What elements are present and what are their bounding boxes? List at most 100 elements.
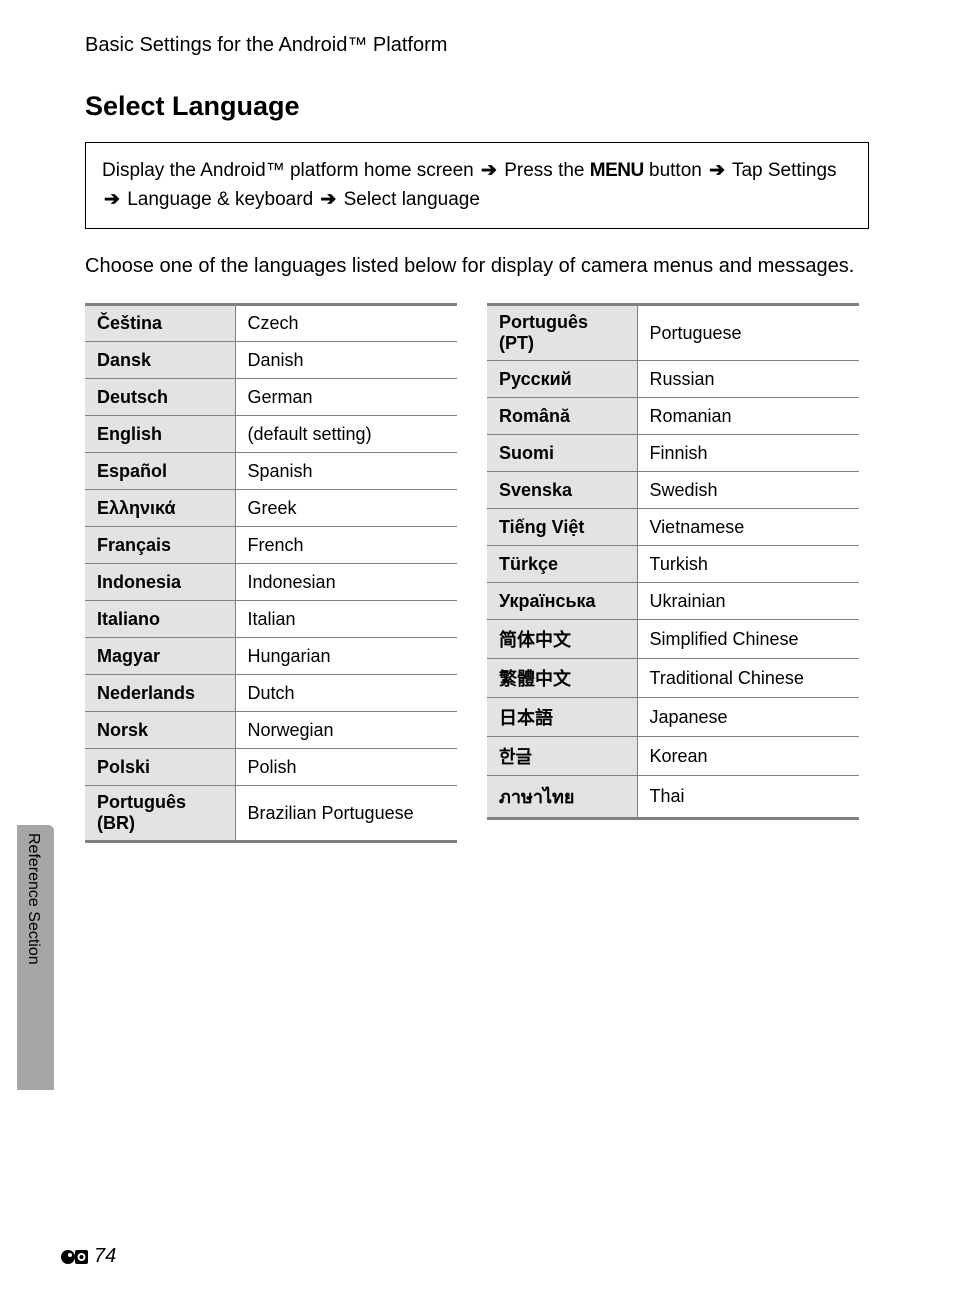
language-english: (default setting)	[235, 416, 457, 453]
table-row: Tiếng ViệtVietnamese	[487, 509, 859, 546]
language-english: Romanian	[637, 398, 859, 435]
table-row: ČeštinaCzech	[85, 305, 457, 342]
table-row: EspañolSpanish	[85, 453, 457, 490]
table-row: DanskDanish	[85, 342, 457, 379]
language-native: English	[85, 416, 235, 453]
table-row: РусскийRussian	[487, 361, 859, 398]
language-native: Nederlands	[85, 675, 235, 712]
table-row: English(default setting)	[85, 416, 457, 453]
language-english: Thai	[637, 776, 859, 819]
language-native: Română	[487, 398, 637, 435]
language-english: Norwegian	[235, 712, 457, 749]
section-tab-label: Reference Section	[24, 833, 42, 858]
table-row: NorskNorwegian	[85, 712, 457, 749]
language-english: Spanish	[235, 453, 457, 490]
instruction-box: Display the Android™ platform home scree…	[85, 142, 869, 229]
breadcrumb: Basic Settings for the Android™ Platform	[85, 34, 869, 57]
table-row: NederlandsDutch	[85, 675, 457, 712]
language-native: 繁體中文	[487, 659, 637, 698]
language-english: Ukrainian	[637, 583, 859, 620]
table-row: TürkçeTurkish	[487, 546, 859, 583]
language-english: Dutch	[235, 675, 457, 712]
table-row: IndonesiaIndonesian	[85, 564, 457, 601]
table-row: ItalianoItalian	[85, 601, 457, 638]
table-row: 繁體中文Traditional Chinese	[487, 659, 859, 698]
language-native: Dansk	[85, 342, 235, 379]
language-native: 日本語	[487, 698, 637, 737]
language-native: Español	[85, 453, 235, 490]
table-row: PolskiPolish	[85, 749, 457, 786]
language-table-right: Português (PT)PortugueseРусскийRussianRo…	[487, 303, 859, 820]
language-native: Deutsch	[85, 379, 235, 416]
language-native: Українська	[487, 583, 637, 620]
language-native: Português (PT)	[487, 305, 637, 361]
language-english: Vietnamese	[637, 509, 859, 546]
arrow-icon: ➔	[318, 189, 338, 210]
language-native: 한글	[487, 737, 637, 776]
language-english: Greek	[235, 490, 457, 527]
arrow-icon: ➔	[479, 160, 499, 181]
table-row: Português (PT)Portuguese	[487, 305, 859, 361]
table-row: 简体中文Simplified Chinese	[487, 620, 859, 659]
language-english: Traditional Chinese	[637, 659, 859, 698]
language-english: Turkish	[637, 546, 859, 583]
language-native: Türkçe	[487, 546, 637, 583]
language-native: Magyar	[85, 638, 235, 675]
language-english: Indonesian	[235, 564, 457, 601]
instr-seg-3: Tap Settings	[732, 160, 837, 181]
language-english: French	[235, 527, 457, 564]
language-native: Polski	[85, 749, 235, 786]
language-native: Ελληνικά	[85, 490, 235, 527]
language-english: Italian	[235, 601, 457, 638]
language-native: Italiano	[85, 601, 235, 638]
table-row: ΕλληνικάGreek	[85, 490, 457, 527]
instr-seg-2a: Press the	[504, 160, 584, 181]
language-english: Portuguese	[637, 305, 859, 361]
language-native: ภาษาไทย	[487, 776, 637, 819]
table-row: 日本語Japanese	[487, 698, 859, 737]
language-native: Indonesia	[85, 564, 235, 601]
language-english: Korean	[637, 737, 859, 776]
table-row: MagyarHungarian	[85, 638, 457, 675]
language-english: Russian	[637, 361, 859, 398]
language-native: Русский	[487, 361, 637, 398]
reference-icon	[60, 1247, 90, 1267]
language-english: Hungarian	[235, 638, 457, 675]
language-english: Polish	[235, 749, 457, 786]
table-row: DeutschGerman	[85, 379, 457, 416]
language-english: German	[235, 379, 457, 416]
language-native: Norsk	[85, 712, 235, 749]
table-row: Português (BR)Brazilian Portuguese	[85, 786, 457, 842]
table-row: RomânăRomanian	[487, 398, 859, 435]
language-native: 简体中文	[487, 620, 637, 659]
page-heading: Select Language	[85, 91, 869, 122]
language-native: Português (BR)	[85, 786, 235, 842]
language-english: Japanese	[637, 698, 859, 737]
table-row: FrançaisFrench	[85, 527, 457, 564]
language-english: Danish	[235, 342, 457, 379]
instr-seg-5: Select language	[344, 189, 480, 210]
page-footer: 74	[60, 1245, 116, 1268]
language-english: Simplified Chinese	[637, 620, 859, 659]
language-english: Czech	[235, 305, 457, 342]
language-native: Tiếng Việt	[487, 509, 637, 546]
arrow-icon: ➔	[102, 189, 122, 210]
table-row: SvenskaSwedish	[487, 472, 859, 509]
page-number: 74	[94, 1245, 116, 1268]
instr-seg-4: Language & keyboard	[127, 189, 313, 210]
language-english: Finnish	[637, 435, 859, 472]
table-row: ภาษาไทยThai	[487, 776, 859, 819]
menu-button-label: MENU	[590, 160, 644, 181]
language-native: Suomi	[487, 435, 637, 472]
table-row: УкраїнськаUkrainian	[487, 583, 859, 620]
language-native: Svenska	[487, 472, 637, 509]
language-tables: ČeštinaCzechDanskDanishDeutschGermanEngl…	[85, 303, 869, 843]
language-english: Brazilian Portuguese	[235, 786, 457, 842]
instr-seg-2b: button	[649, 160, 702, 181]
language-english: Swedish	[637, 472, 859, 509]
table-row: SuomiFinnish	[487, 435, 859, 472]
table-row: 한글Korean	[487, 737, 859, 776]
intro-text: Choose one of the languages listed below…	[85, 251, 869, 281]
language-table-left: ČeštinaCzechDanskDanishDeutschGermanEngl…	[85, 303, 457, 843]
language-native: Français	[85, 527, 235, 564]
